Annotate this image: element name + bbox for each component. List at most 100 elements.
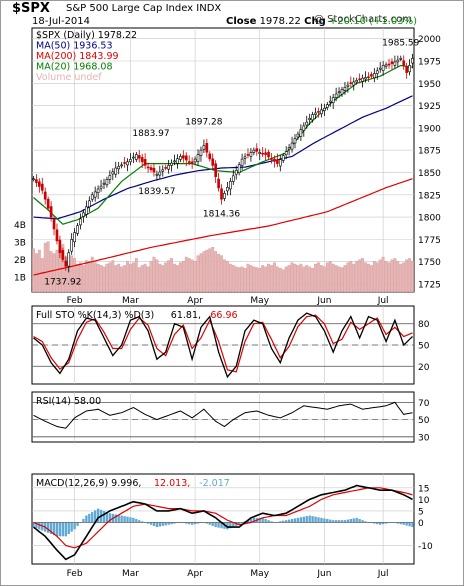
macd-histogram-bar (305, 516, 308, 523)
price-axis-tick-label: 1825 (418, 191, 441, 201)
price-axis-tick-label: 2000 (418, 35, 441, 45)
volume-bar (249, 265, 253, 293)
macd-histogram-bar (334, 520, 338, 523)
price-candle (170, 162, 173, 166)
rsi-axis-tick-label: 70 (418, 399, 430, 409)
price-candle (246, 154, 250, 156)
price-candle (367, 76, 370, 78)
volume-bar (305, 265, 309, 293)
price-candle (378, 67, 382, 70)
macd-histogram-bar (102, 510, 106, 523)
price-candle (293, 138, 297, 144)
volume-bar (176, 265, 179, 293)
volume-bar (170, 258, 173, 293)
volume-bar (32, 248, 35, 293)
macd-histogram-bar (38, 522, 41, 530)
price-candle (46, 198, 50, 209)
price-candle (155, 173, 159, 176)
price-candle (196, 154, 200, 162)
stochastic-d-line (33, 314, 413, 373)
macd-histogram-bar (317, 517, 320, 523)
price-candle (278, 159, 282, 167)
price-candle (393, 61, 397, 66)
macd-histogram-bar (61, 522, 65, 537)
macd-histogram-bar (149, 522, 153, 525)
price-candle (411, 58, 414, 64)
volume-bar (184, 256, 188, 293)
price-candle (179, 156, 182, 160)
macd-histogram-bar (117, 514, 120, 523)
volume-bar (84, 260, 88, 293)
stochastic-axis-tick-label: 20 (418, 363, 430, 373)
ma200-line (33, 178, 413, 276)
price-candle (108, 175, 112, 180)
macd-signal-line (33, 487, 413, 549)
price-candle (214, 163, 217, 177)
price-legend-0: $SPX (Daily) 1978.22 (36, 30, 137, 41)
macd-histogram-bar (408, 522, 411, 527)
price-candle (190, 161, 194, 164)
volume-bar (343, 265, 347, 293)
price-candle (331, 97, 335, 104)
price-candle (346, 84, 350, 87)
macd-x-tick-label-mar: Mar (122, 569, 139, 579)
macd-histogram-bar (185, 522, 188, 524)
volume-bar (179, 262, 182, 293)
price-candle (152, 167, 156, 173)
price-candle (226, 187, 229, 192)
volume-bar (137, 267, 141, 293)
volume-bar (252, 266, 256, 293)
macd-histogram-bar (352, 518, 355, 523)
price-candle (55, 229, 59, 242)
macd-histogram-bar (152, 522, 156, 526)
macd-histogram-bar (258, 517, 261, 523)
volume-bar (93, 262, 97, 293)
volume-bar (387, 262, 391, 293)
volume-bar (370, 265, 373, 293)
volume-bar (346, 262, 350, 293)
price-candle (217, 178, 220, 189)
price-candle (146, 166, 150, 169)
price-candle (314, 112, 317, 115)
volume-tick-label: 3B (14, 239, 26, 249)
price-candle (87, 200, 91, 208)
volume-bar (311, 268, 315, 293)
rsi-axis-tick-label: 50 (418, 416, 430, 426)
macd-histogram-bar (193, 522, 197, 525)
price-candle (308, 118, 312, 120)
price-candle (361, 77, 364, 82)
price-candle (137, 155, 141, 159)
x-tick-label-apr: Apr (187, 296, 203, 306)
macd-histogram-bar (279, 521, 282, 523)
volume-bar (161, 265, 165, 293)
price-candle (140, 157, 144, 163)
volume-bar (352, 263, 356, 293)
rsi-pane (31, 391, 415, 443)
price-candle (364, 77, 367, 80)
price-candle (243, 156, 247, 159)
macd-histogram-bar (384, 522, 388, 524)
volume-bar (181, 261, 185, 293)
volume-bar (355, 261, 359, 293)
volume-bar (267, 263, 270, 293)
macd-histogram-bar (155, 522, 159, 528)
volume-bar (167, 260, 171, 293)
volume-bar (287, 265, 291, 293)
price-candle (158, 171, 162, 176)
macd-histogram-bar (120, 515, 123, 523)
price-candle (273, 158, 276, 162)
volume-bar (231, 265, 235, 293)
volume-bar (258, 268, 262, 293)
macd-histogram-bar (82, 519, 85, 523)
volume-bar (314, 263, 317, 293)
stochastic-legend-1: 61.81, (171, 310, 201, 321)
price-candle (290, 142, 294, 150)
price-candle (276, 159, 279, 164)
price-candle (240, 158, 244, 166)
macd-histogram-bar (70, 522, 73, 532)
price-annotation-5: 1737.92 (44, 277, 81, 287)
macd-histogram-bar (252, 517, 256, 523)
price-candle (67, 252, 71, 267)
macd-histogram-bar (261, 517, 264, 523)
